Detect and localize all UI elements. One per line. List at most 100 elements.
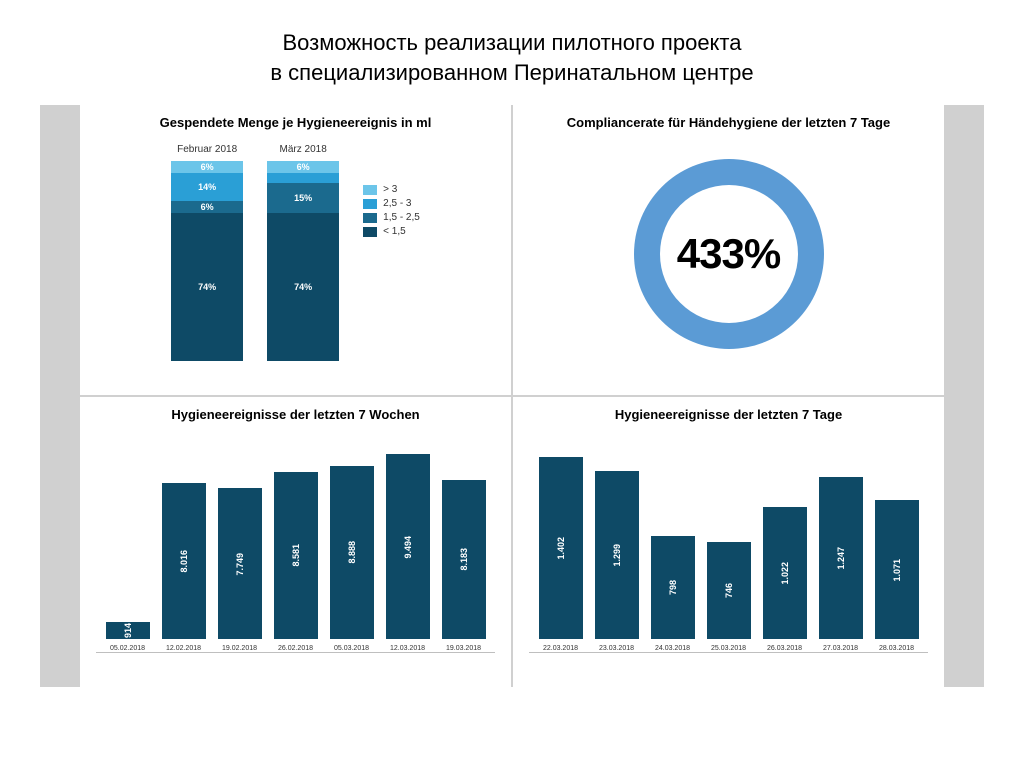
bar: 1.247	[819, 477, 863, 639]
page-title: Возможность реализации пилотного проекта…	[0, 0, 1024, 105]
stack-segment: 14%	[171, 173, 243, 201]
panel-donut-title: Compliancerate für Händehygiene der letz…	[529, 115, 928, 130]
bar-col: 8.183 19.03.2018	[442, 480, 486, 653]
axis-line-days	[529, 652, 928, 653]
bar-value: 1.071	[892, 559, 902, 582]
bar-col: 74625.03.2018	[707, 542, 751, 652]
stacked-wrap: Februar 20186%14%6%74%März 20186%15%74% …	[96, 144, 495, 361]
panel-weeks-title: Hygieneereignisse der letzten 7 Wochen	[96, 407, 495, 422]
dashboard-grid: Gespendete Menge je Hygieneereignis in m…	[40, 105, 984, 687]
bar-value: 8.581	[291, 544, 301, 567]
legend-label: 1,5 - 2,5	[383, 212, 420, 223]
bar-value: 914	[123, 623, 133, 638]
bar-x-label: 05.03.2018	[334, 645, 369, 652]
bar-col: 1.071 28.03.2018	[875, 500, 919, 652]
bar: 1.022	[763, 507, 807, 640]
bar-col: 1.299 23.03.2018	[595, 471, 639, 653]
stack-segment: 74%	[171, 213, 243, 361]
legend-label: < 1,5	[383, 226, 406, 237]
stack-col: Februar 2018 6%14%6%74%	[171, 144, 243, 361]
panel-stacked: Gespendete Menge je Hygieneereignis in m…	[80, 105, 511, 395]
bar: 8.183	[442, 480, 486, 640]
stack-bar: 6% 15%74%	[267, 161, 339, 361]
legend-row: 1,5 - 2,5	[363, 212, 420, 223]
bar-value: 7.749	[235, 553, 245, 576]
bar-value: 1.247	[836, 547, 846, 570]
bar-x-label: 26.03.2018	[767, 645, 802, 652]
bar-value: 8.016	[179, 550, 189, 573]
bar-value: 1.299	[612, 544, 622, 567]
bar: 7.749	[218, 488, 262, 639]
bar-x-label: 19.02.2018	[222, 645, 257, 652]
bar-col: 914 05.02.2018	[106, 622, 150, 653]
legend-label: 2,5 - 3	[383, 198, 411, 209]
page-title-line2: в специализированном Перинатальном центр…	[270, 60, 753, 85]
legend-swatch	[363, 227, 377, 237]
axis-line-weeks	[96, 652, 495, 653]
legend-swatch	[363, 213, 377, 223]
bar: 8.888	[330, 466, 374, 639]
donut-ring: 433%	[634, 159, 824, 349]
bars-weeks: 914 05.02.2018 8.016 12.02.2018 7.749 19.02.2…	[96, 436, 495, 656]
bar-col: 8.888 05.03.2018	[330, 466, 374, 652]
bar: 798	[651, 536, 695, 640]
page-title-line1: Возможность реализации пилотного проекта	[282, 30, 741, 55]
stack-segment: 15%	[267, 183, 339, 213]
bar-x-label: 24.03.2018	[655, 645, 690, 652]
donut-inner: 433%	[660, 185, 798, 323]
bar-col: 9.494 12.03.2018	[386, 454, 430, 652]
bar-col: 7.749 19.02.2018	[218, 488, 262, 652]
stack-col: März 2018 6% 15%74%	[267, 144, 339, 361]
legend-row: < 1,5	[363, 226, 420, 237]
bar-col: 8.016 12.02.2018	[162, 483, 206, 652]
stacked-columns: Februar 20186%14%6%74%März 20186%15%74%	[171, 144, 339, 361]
bar-x-label: 19.03.2018	[446, 645, 481, 652]
bar-value: 9.494	[403, 536, 413, 559]
panel-days-title: Hygieneereignisse der letzten 7 Tage	[529, 407, 928, 422]
stack-segment: 74%	[267, 213, 339, 361]
panel-stacked-title: Gespendete Menge je Hygieneereignis in m…	[96, 115, 495, 130]
bar-x-label: 12.03.2018	[390, 645, 425, 652]
stacked-legend: > 3 2,5 - 3 1,5 - 2,5 < 1,5	[363, 184, 420, 240]
bar-col: 798 24.03.2018	[651, 536, 695, 653]
bar-col: 1.022 26.03.2018	[763, 507, 807, 653]
legend-label: > 3	[383, 184, 397, 195]
bar: 8.016	[162, 483, 206, 639]
bar-value: 1.022	[780, 562, 790, 585]
bar-col: 1.40222.03.2018	[539, 457, 583, 652]
panel-weeks: Hygieneereignisse der letzten 7 Wochen 9…	[80, 397, 511, 687]
bar-x-label: 12.02.2018	[166, 645, 201, 652]
bar: 9.494	[386, 454, 430, 639]
donut-value: 433%	[677, 230, 780, 278]
bar-x-label: 05.02.2018	[110, 645, 145, 652]
bar: 8.581	[274, 472, 318, 639]
bar-col: 1.247 27.03.2018	[819, 477, 863, 652]
stack-segment: 6%	[171, 201, 243, 213]
bar-value: 8.888	[347, 541, 357, 564]
bar-value: 798	[668, 580, 678, 595]
bar: 914	[106, 622, 150, 640]
bar: 1.299	[595, 471, 639, 640]
bar-x-label: 27.03.2018	[823, 645, 858, 652]
stack-bar: 6%14%6%74%	[171, 161, 243, 361]
legend-row: 2,5 - 3	[363, 198, 420, 209]
bar-value: 8.183	[459, 548, 469, 571]
bar: 1.071	[875, 500, 919, 639]
stack-col-label: März 2018	[280, 144, 327, 155]
legend-row: > 3	[363, 184, 420, 195]
legend-swatch	[363, 199, 377, 209]
stack-col-label: Februar 2018	[177, 144, 237, 155]
panel-days: Hygieneereignisse der letzten 7 Tage 1.4…	[513, 397, 944, 687]
bar: 746	[707, 542, 751, 639]
legend-swatch	[363, 185, 377, 195]
bars-days: 1.40222.03.2018 1.299 23.03.2018 798 24.03.2…	[529, 436, 928, 656]
donut-wrap: 433%	[529, 144, 928, 364]
bar-x-label: 23.03.2018	[599, 645, 634, 652]
bar-x-label: 28.03.2018	[879, 645, 914, 652]
stack-segment: 6%	[267, 161, 339, 173]
bar-x-label: 26.02.2018	[278, 645, 313, 652]
bar-col: 8.581 26.02.2018	[274, 472, 318, 652]
bar-value: 1.402	[556, 537, 566, 560]
bar-value: 746	[724, 583, 734, 598]
bar: 1.402	[539, 457, 583, 639]
